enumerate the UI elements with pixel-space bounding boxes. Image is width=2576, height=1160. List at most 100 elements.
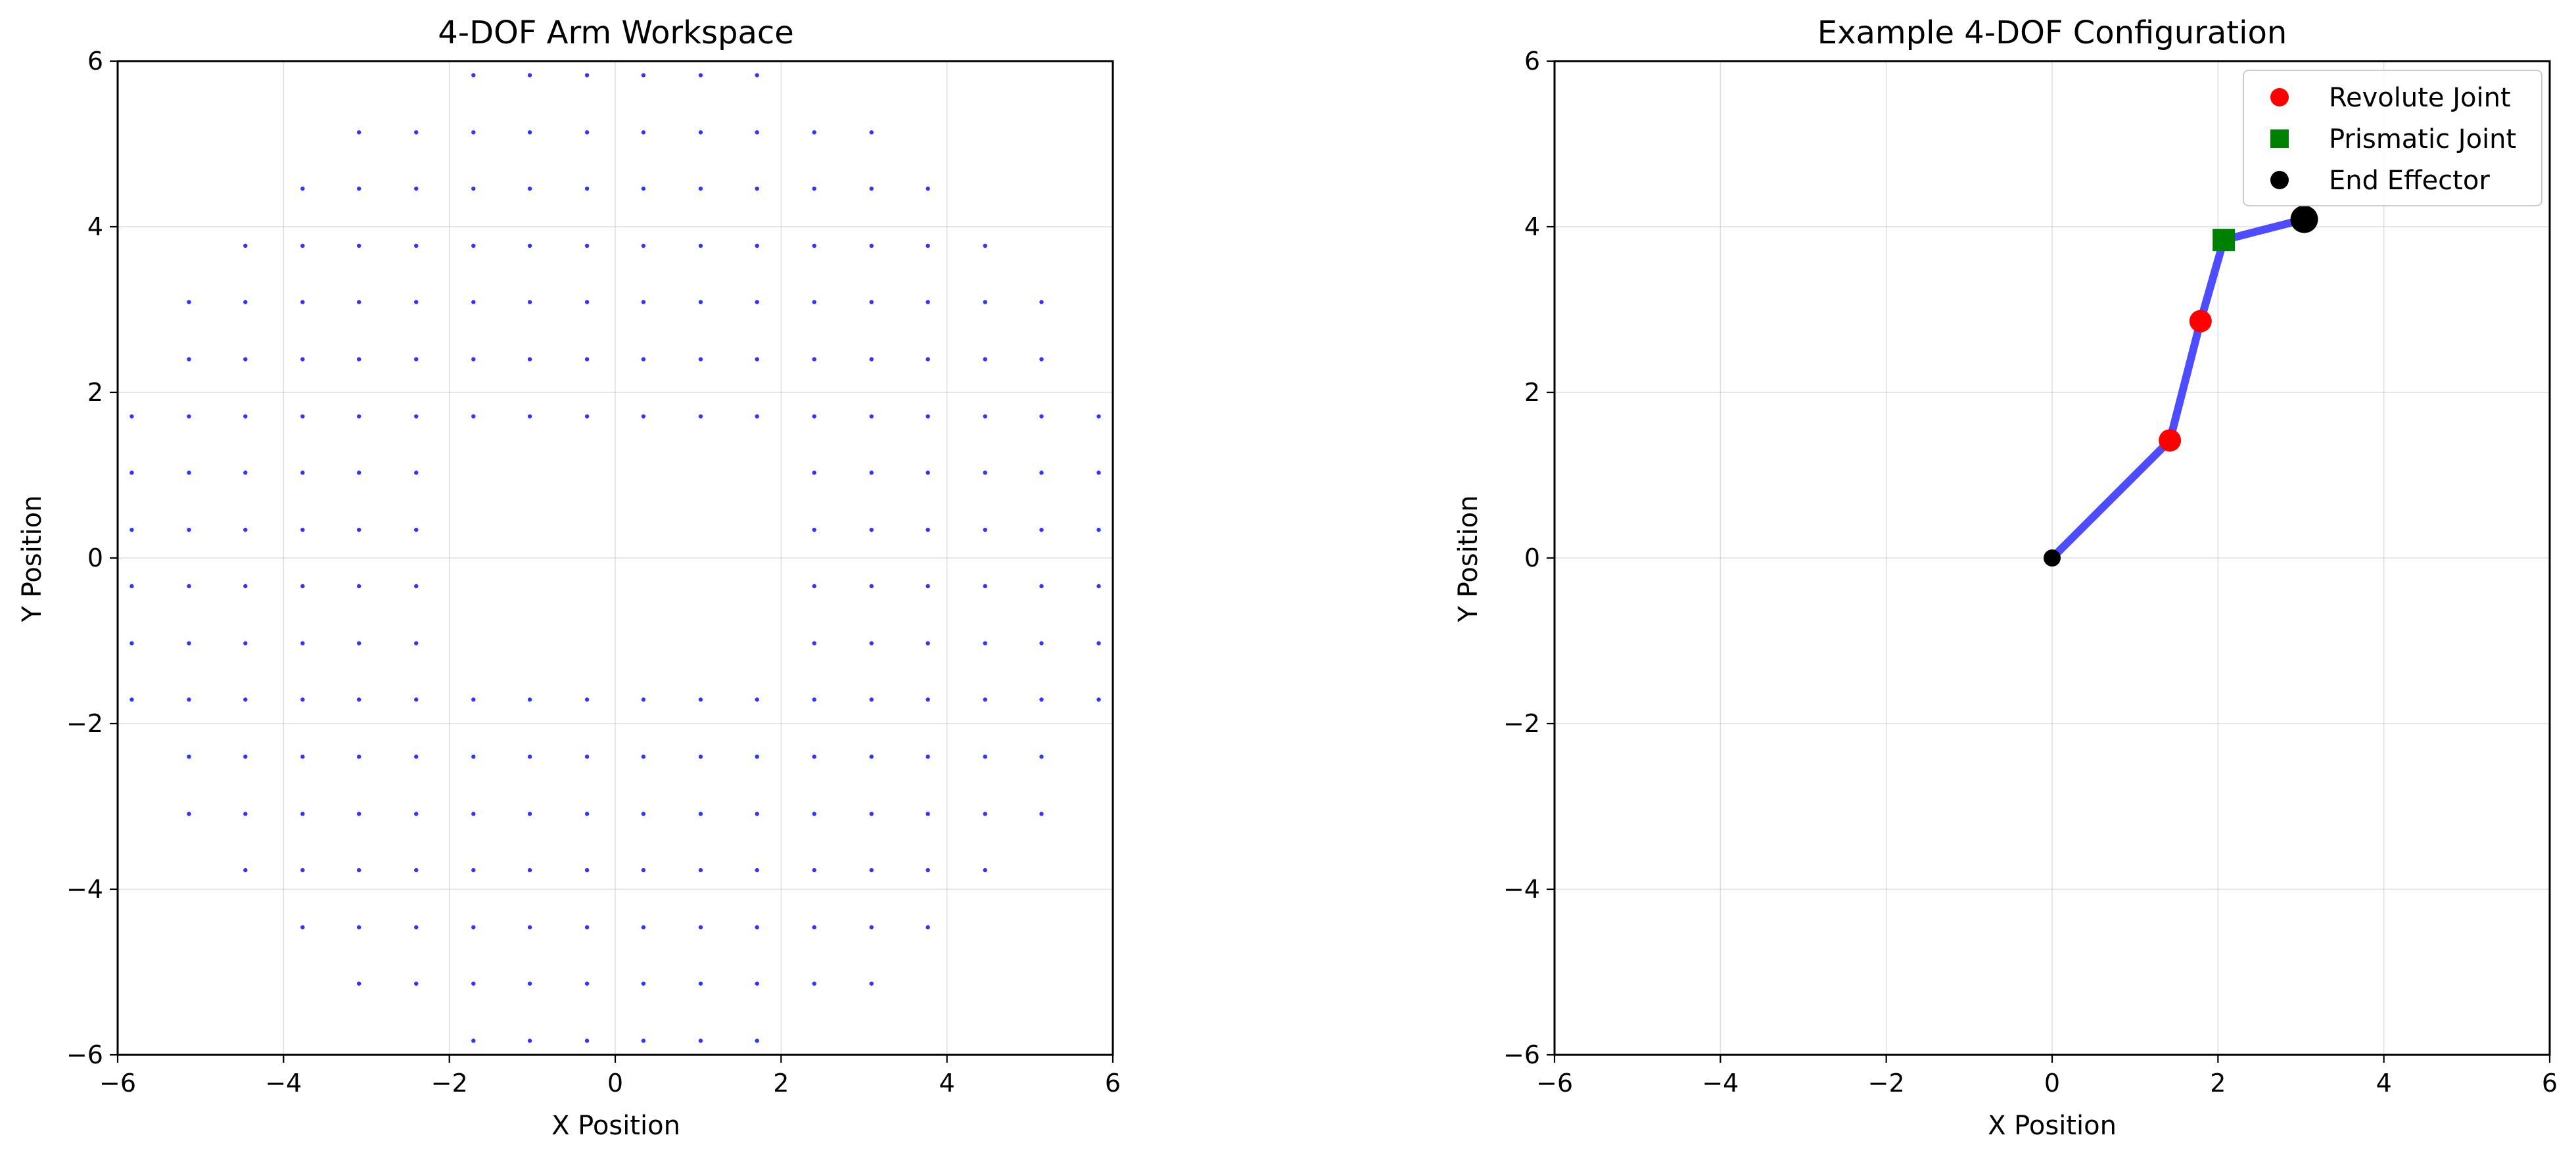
workspace-point <box>869 130 874 135</box>
revolute-joint <box>2189 310 2212 333</box>
workspace-point <box>300 754 305 759</box>
workspace-point <box>187 812 191 816</box>
workspace-point <box>812 812 817 816</box>
workspace-point <box>471 925 476 930</box>
workspace-point <box>471 300 476 304</box>
workspace-point <box>812 414 817 419</box>
x-tick-label: 2 <box>773 1069 789 1098</box>
workspace-point <box>414 697 419 702</box>
workspace-point <box>527 73 532 78</box>
workspace-point <box>300 300 305 304</box>
workspace-point <box>471 73 476 78</box>
workspace-point <box>755 130 759 135</box>
workspace-point <box>983 300 987 304</box>
workspace-point <box>755 243 759 248</box>
workspace-point <box>869 754 874 759</box>
x-tick-label: −4 <box>1702 1069 1739 1098</box>
configuration-ticks: −6 −4 −2 0 2 4 6 −6 −4 −2 0 2 4 6 <box>1503 47 2558 1098</box>
workspace-point <box>1039 300 1044 304</box>
x-tick-label: −6 <box>1536 1069 1573 1098</box>
workspace-point <box>243 357 248 361</box>
workspace-point <box>755 868 759 873</box>
workspace-point <box>812 925 817 930</box>
workspace-point <box>1096 584 1101 589</box>
workspace-point <box>414 186 419 191</box>
workspace-point <box>414 414 419 419</box>
workspace-point <box>471 243 476 248</box>
y-tick-label: −6 <box>66 1040 103 1069</box>
workspace-point <box>414 925 419 930</box>
workspace-point <box>641 357 646 361</box>
workspace-point <box>641 925 646 930</box>
workspace-point <box>243 641 248 645</box>
workspace-point <box>243 527 248 532</box>
workspace-point <box>812 300 817 304</box>
workspace-point <box>356 812 362 816</box>
workspace-point <box>925 868 930 873</box>
workspace-point <box>869 186 874 191</box>
workspace-point <box>243 243 248 248</box>
workspace-point <box>356 868 362 873</box>
workspace-point <box>187 754 191 759</box>
workspace-point <box>584 186 590 191</box>
workspace-point <box>584 754 590 759</box>
workspace-point <box>925 300 930 304</box>
workspace-point <box>300 697 305 702</box>
y-tick-label: 4 <box>87 212 103 241</box>
workspace-point <box>300 812 305 816</box>
legend-marker <box>2270 171 2289 189</box>
workspace-point <box>869 697 874 702</box>
workspace-point <box>527 754 532 759</box>
workspace-point <box>356 981 362 986</box>
x-tick-label: 2 <box>2210 1069 2226 1098</box>
workspace-point <box>129 527 134 532</box>
workspace-point <box>129 471 134 475</box>
workspace-point <box>1096 527 1101 532</box>
workspace-point <box>356 186 362 191</box>
x-tick-label: −6 <box>99 1069 136 1098</box>
configuration-y-label: Y Position <box>1453 496 1484 623</box>
workspace-point <box>584 300 590 304</box>
legend-marker <box>2270 129 2289 148</box>
workspace-point <box>414 584 419 589</box>
workspace-point <box>414 357 419 361</box>
workspace-point <box>300 868 305 873</box>
workspace-point <box>925 754 930 759</box>
workspace-point <box>300 186 305 191</box>
workspace-point <box>698 812 703 816</box>
workspace-point <box>1096 471 1101 475</box>
y-tick-label: 6 <box>1524 47 1540 76</box>
workspace-point <box>641 73 646 78</box>
workspace-point <box>243 697 248 702</box>
workspace-point <box>641 981 646 986</box>
workspace-point <box>243 868 248 873</box>
workspace-point <box>698 868 703 873</box>
x-tick-label: −2 <box>1868 1069 1905 1098</box>
workspace-point <box>300 414 305 419</box>
workspace-point <box>527 812 532 816</box>
workspace-point <box>129 414 134 419</box>
workspace-point <box>641 300 646 304</box>
workspace-point <box>471 130 476 135</box>
workspace-point <box>812 981 817 986</box>
workspace-point <box>356 357 362 361</box>
workspace-point <box>414 641 419 645</box>
workspace-point <box>812 641 817 645</box>
workspace-point <box>187 471 191 475</box>
workspace-point <box>1039 584 1044 589</box>
workspace-point <box>243 584 248 589</box>
workspace-point <box>527 981 532 986</box>
workspace-point <box>755 754 759 759</box>
workspace-point <box>812 130 817 135</box>
workspace-point <box>1039 812 1044 816</box>
y-tick-label: 4 <box>1524 212 1540 241</box>
workspace-point <box>812 471 817 475</box>
workspace-point <box>300 357 305 361</box>
legend: Revolute Joint Prismatic Joint End Effecto… <box>2243 70 2542 206</box>
workspace-point <box>755 812 759 816</box>
workspace-point <box>755 981 759 986</box>
workspace-point <box>869 981 874 986</box>
workspace-point <box>925 471 930 475</box>
workspace-point <box>869 641 874 645</box>
arm-links <box>2048 215 2308 562</box>
